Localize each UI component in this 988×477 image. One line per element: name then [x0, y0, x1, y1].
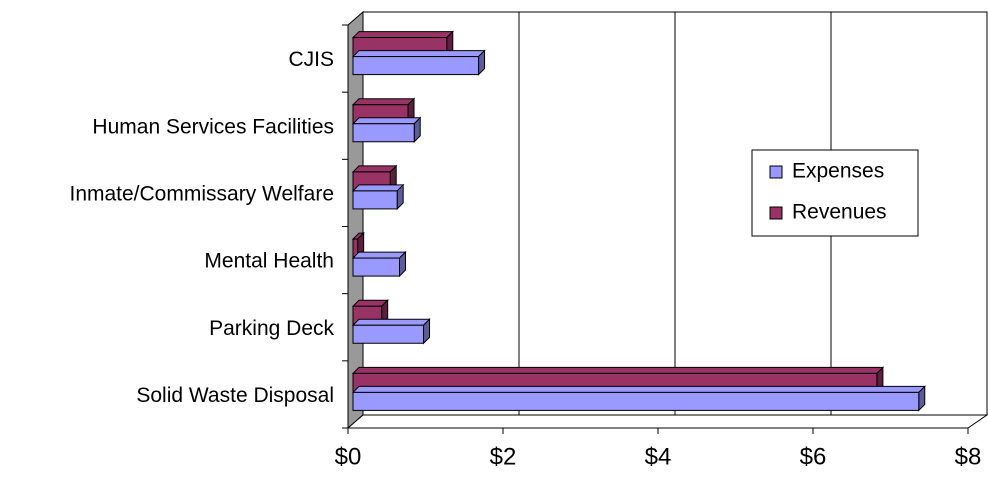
bar-top: [351, 31, 454, 39]
x-tick-label: $2: [490, 443, 517, 470]
legend-box: [751, 149, 919, 237]
legend-label: Expenses: [792, 160, 884, 183]
bar-top: [351, 251, 407, 259]
y-tick-label: Parking Deck: [209, 317, 334, 340]
bar-top: [351, 50, 486, 58]
bar: [352, 56, 480, 76]
y-tick-label: CJIS: [288, 48, 334, 71]
y-tick-label: Human Services Facilities: [92, 115, 334, 138]
y-tick-label: Solid Waste Disposal: [136, 384, 334, 407]
x-tick-label: $8: [955, 443, 982, 470]
legend-swatch: [769, 206, 783, 220]
bar-top: [351, 184, 405, 192]
y-tick-label: Inmate/Commissary Welfare: [69, 182, 334, 205]
bar: [352, 190, 398, 210]
bars: [351, 30, 926, 412]
bar-top: [351, 318, 431, 326]
bar-top: [351, 117, 422, 125]
bar-top: [351, 98, 416, 106]
labels: $0 $2 $4 $6 $8 CJIS Human Services Facilities I…: [69, 48, 981, 470]
legend: Expenses Revenues: [751, 149, 919, 237]
bar-top: [351, 165, 398, 173]
bar: [352, 123, 415, 143]
bar: [352, 391, 920, 411]
y-tick-label: Mental Health: [204, 250, 334, 273]
x-tick-label: $0: [335, 443, 362, 470]
bar-top: [351, 385, 926, 393]
x-tick-label: $4: [645, 443, 672, 470]
x-tick-label: $6: [800, 443, 827, 470]
bar: [352, 324, 425, 344]
legend-label: Revenues: [792, 201, 887, 224]
bar-top: [351, 366, 885, 374]
floor: [346, 414, 988, 429]
legend-swatch: [769, 165, 783, 179]
bar: [352, 257, 400, 277]
